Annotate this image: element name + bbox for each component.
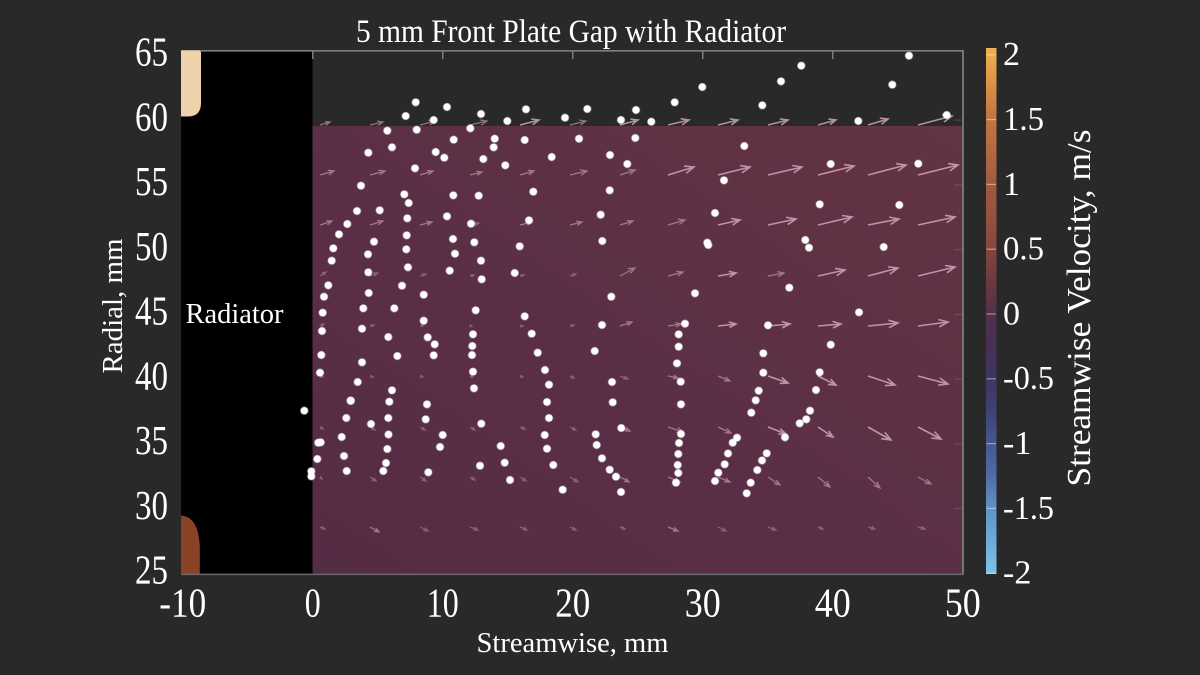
svg-text:20: 20	[555, 580, 590, 626]
svg-text:10: 10	[427, 580, 459, 626]
svg-text:35: 35	[135, 417, 168, 463]
svg-text:-1.5: -1.5	[1003, 490, 1054, 527]
svg-text:40: 40	[135, 352, 168, 398]
svg-text:1: 1	[1003, 166, 1020, 203]
svg-text:5 mm Front Plate Gap with Radi: 5 mm Front Plate Gap with Radiator	[356, 14, 786, 50]
svg-text:0: 0	[1003, 295, 1020, 332]
svg-text:65: 65	[135, 29, 168, 75]
svg-text:-1: -1	[1003, 425, 1031, 462]
svg-text:30: 30	[685, 580, 721, 626]
svg-text:Radial, mm: Radial, mm	[97, 238, 129, 373]
svg-text:50: 50	[945, 580, 981, 626]
svg-text:0.5: 0.5	[1003, 231, 1044, 268]
svg-text:60: 60	[135, 93, 168, 139]
svg-text:50: 50	[135, 223, 168, 269]
svg-text:25: 25	[135, 547, 168, 593]
svg-text:30: 30	[135, 482, 168, 528]
svg-text:Streamwise, mm: Streamwise, mm	[477, 627, 669, 659]
svg-text:-2: -2	[1003, 555, 1031, 592]
svg-text:1.5: 1.5	[1003, 101, 1044, 138]
svg-text:Radiator: Radiator	[186, 299, 285, 330]
svg-text:-10: -10	[159, 580, 206, 626]
svg-text:0: 0	[305, 580, 321, 626]
svg-text:2: 2	[1003, 36, 1020, 73]
svg-text:40: 40	[815, 580, 851, 626]
svg-text:Streamwise Velocity, m/s: Streamwise Velocity, m/s	[1061, 130, 1098, 487]
svg-text:55: 55	[135, 158, 168, 204]
svg-text:45: 45	[135, 288, 168, 334]
svg-text:-0.5: -0.5	[1003, 360, 1054, 397]
